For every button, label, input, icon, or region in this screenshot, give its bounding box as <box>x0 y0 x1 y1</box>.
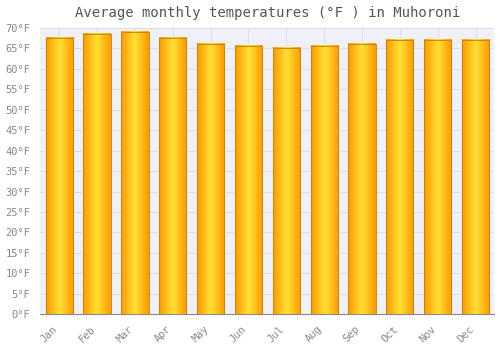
Title: Average monthly temperatures (°F ) in Muhoroni: Average monthly temperatures (°F ) in Mu… <box>74 6 460 20</box>
Bar <box>159 38 186 314</box>
Bar <box>272 48 300 314</box>
Bar <box>84 34 110 314</box>
Bar <box>462 40 489 314</box>
Bar <box>424 40 452 314</box>
Bar <box>235 46 262 314</box>
Bar <box>197 44 224 314</box>
Bar <box>348 44 376 314</box>
Bar <box>46 38 73 314</box>
Bar <box>386 40 413 314</box>
Bar <box>122 32 148 314</box>
Bar <box>310 46 338 314</box>
